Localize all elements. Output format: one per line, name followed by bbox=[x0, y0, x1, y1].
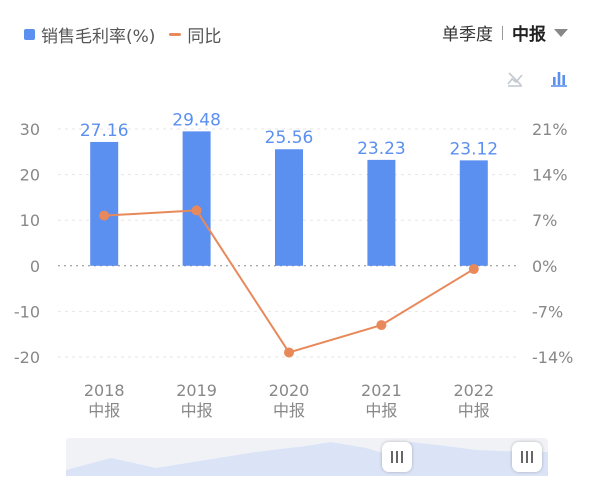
yoy-point bbox=[191, 205, 202, 216]
chevron-down-icon[interactable] bbox=[554, 28, 568, 37]
x-tick-label: 2018 中报 bbox=[84, 381, 125, 420]
y-left-tick-label: 30 bbox=[20, 120, 40, 139]
y-right-tick-label: 0% bbox=[532, 257, 557, 276]
yoy-point bbox=[284, 347, 294, 358]
gross-margin-chart: 30 21% 20 14% 10 7% 0 0% -10 -7% -20 -14% 27.16 29.48… bbox=[14, 110, 573, 420]
bar-value-label: 23.12 bbox=[449, 139, 498, 159]
bar-value-label: 25.56 bbox=[265, 128, 314, 148]
yoy-point bbox=[99, 210, 110, 221]
y-right-tick-label: 21% bbox=[532, 120, 568, 139]
bar bbox=[459, 160, 488, 266]
bar-chart-icon[interactable] bbox=[550, 70, 568, 88]
yoy-point bbox=[376, 320, 387, 331]
x-tick-label: 2019 中报 bbox=[176, 381, 217, 420]
legend-line-label: 同比 bbox=[187, 27, 222, 47]
y-right-tick-label: 7% bbox=[532, 211, 557, 230]
period-selector: 单季度 中报 bbox=[442, 20, 568, 45]
legend-item-gross-margin[interactable]: 销售毛利率(%) bbox=[24, 22, 155, 47]
period-divider bbox=[502, 25, 503, 40]
yoy-point bbox=[468, 264, 479, 275]
bar-value-label: 27.16 bbox=[80, 121, 129, 141]
legend-bar-label: 销售毛利率(%) bbox=[41, 27, 156, 47]
bar-value-label: 23.23 bbox=[357, 139, 406, 159]
y-right-tick-label: 14% bbox=[532, 166, 568, 185]
bar bbox=[90, 141, 119, 266]
chart-type-toggles bbox=[506, 70, 568, 88]
y-left-tick-label: 20 bbox=[20, 166, 40, 185]
range-slider[interactable] bbox=[66, 438, 548, 476]
period-option-quarter[interactable]: 单季度 bbox=[442, 25, 493, 45]
y-left-tick-label: 10 bbox=[20, 211, 40, 230]
slider-left-handle[interactable] bbox=[382, 442, 412, 472]
x-tick-label: 2022 中报 bbox=[453, 381, 494, 420]
x-tick-label: 2020 中报 bbox=[269, 381, 310, 420]
slider-preview bbox=[66, 442, 548, 476]
legend: 销售毛利率(%) 同比 bbox=[24, 22, 221, 47]
legend-bar-swatch bbox=[24, 29, 35, 40]
legend-line-swatch bbox=[169, 33, 182, 36]
line-chart-off-icon[interactable] bbox=[506, 70, 524, 88]
legend-item-yoy[interactable]: 同比 bbox=[169, 22, 221, 47]
bar-value-label: 29.48 bbox=[172, 110, 221, 130]
bar bbox=[367, 159, 396, 266]
bar bbox=[275, 149, 303, 266]
x-tick-label: 2021 中报 bbox=[361, 381, 402, 420]
slider-right-handle[interactable] bbox=[512, 442, 542, 472]
y-right-tick-label: -14% bbox=[532, 348, 573, 367]
period-option-selected[interactable]: 中报 bbox=[512, 25, 546, 45]
bar bbox=[182, 131, 211, 266]
y-left-tick-label: -20 bbox=[14, 348, 40, 367]
y-right-tick-label: -7% bbox=[532, 302, 563, 321]
y-left-tick-label: 0 bbox=[30, 257, 40, 276]
y-left-tick-label: -10 bbox=[14, 302, 40, 321]
